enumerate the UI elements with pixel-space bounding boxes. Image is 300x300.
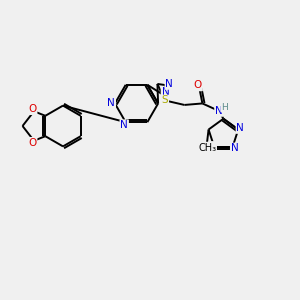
Text: O: O bbox=[28, 104, 37, 114]
Text: O: O bbox=[28, 138, 37, 148]
Text: N: N bbox=[120, 120, 128, 130]
Text: CH₃: CH₃ bbox=[198, 142, 216, 152]
Text: N: N bbox=[236, 123, 244, 133]
Text: S: S bbox=[209, 142, 216, 152]
Text: N: N bbox=[215, 106, 223, 116]
Text: N: N bbox=[161, 87, 169, 97]
Text: O: O bbox=[194, 80, 202, 90]
Text: N: N bbox=[231, 143, 239, 154]
Text: H: H bbox=[221, 103, 228, 112]
Text: N: N bbox=[107, 98, 115, 109]
Text: S: S bbox=[162, 95, 168, 105]
Text: N: N bbox=[165, 79, 173, 89]
